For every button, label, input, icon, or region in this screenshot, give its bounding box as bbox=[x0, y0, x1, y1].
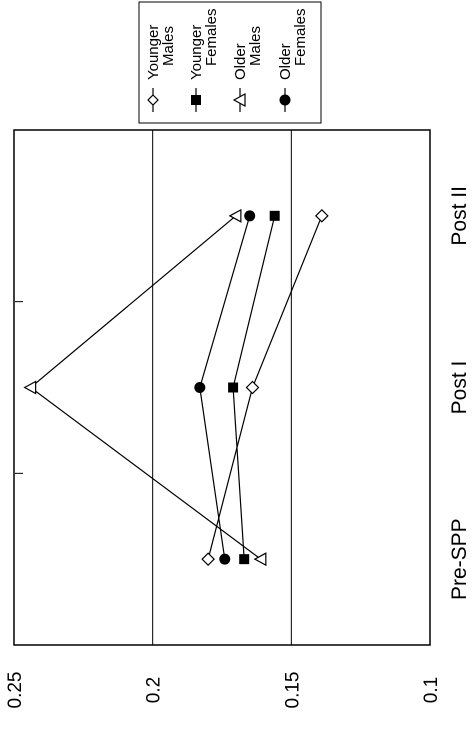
series-line bbox=[207, 215, 323, 560]
category-ticks bbox=[15, 301, 23, 474]
category-tick-label: Post I bbox=[448, 361, 471, 415]
series-group bbox=[23, 208, 329, 567]
gridlines bbox=[152, 130, 292, 645]
series-line bbox=[29, 215, 262, 560]
data-point bbox=[201, 552, 215, 567]
category-tick-label: Post II bbox=[448, 186, 471, 246]
data-point bbox=[269, 210, 280, 221]
legend-label: OlderFemales bbox=[277, 8, 309, 80]
data-point bbox=[228, 382, 239, 393]
legend-box bbox=[138, 1, 322, 124]
plot-area-frame bbox=[13, 129, 431, 646]
data-point bbox=[239, 554, 250, 565]
legend-label: YoungerFemales bbox=[188, 8, 220, 80]
legend-marker bbox=[147, 94, 159, 106]
category-tick-labels: Pre-SPP Post I Post II bbox=[448, 186, 471, 600]
series-line bbox=[199, 215, 251, 560]
value-tick-labels: 0.1 0.15 0.2 0.25 bbox=[5, 672, 442, 709]
category-tick-label: Pre-SPP bbox=[448, 518, 471, 600]
value-tick-label: 0.15 bbox=[282, 672, 303, 709]
data-point bbox=[244, 210, 256, 222]
value-tick-label: 0.1 bbox=[421, 677, 442, 703]
legend: YoungerMales YoungerFemales OlderMales Olde… bbox=[138, 1, 322, 124]
data-point bbox=[314, 208, 329, 223]
legend-marker bbox=[279, 94, 291, 106]
data-point bbox=[245, 380, 260, 395]
legend-marker bbox=[232, 92, 246, 108]
data-point bbox=[253, 552, 267, 567]
data-point bbox=[228, 208, 242, 223]
legend-marker bbox=[191, 95, 201, 105]
data-point bbox=[23, 380, 37, 395]
legend-label: YoungerMales bbox=[145, 25, 177, 80]
data-point bbox=[194, 382, 206, 393]
legend-label: OlderMales bbox=[232, 26, 264, 80]
data-point bbox=[219, 553, 231, 565]
value-tick-label: 0.25 bbox=[5, 672, 26, 709]
value-tick-label: 0.2 bbox=[144, 677, 165, 703]
